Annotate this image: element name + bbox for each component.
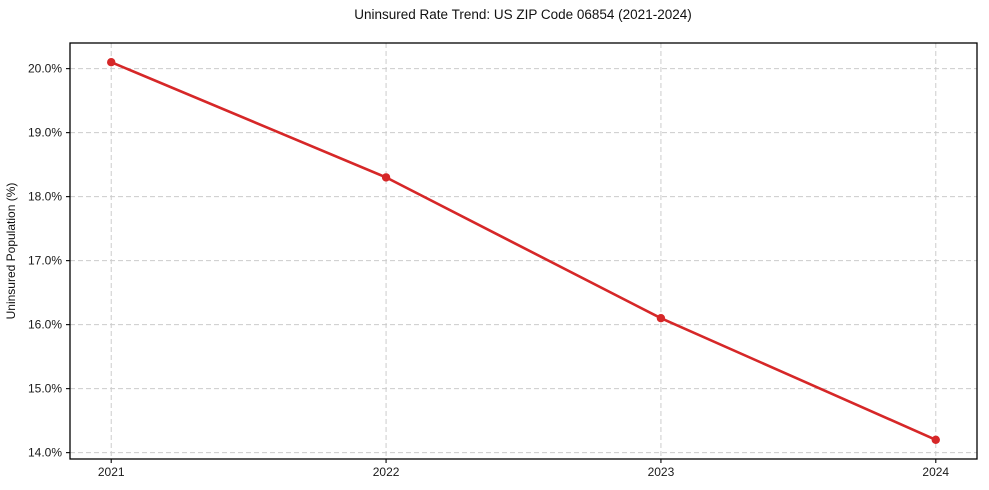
x-tick-label: 2024 xyxy=(922,465,949,479)
y-tick-label: 16.0% xyxy=(28,318,62,332)
x-tick-label: 2022 xyxy=(373,465,400,479)
x-tick-label: 2021 xyxy=(98,465,125,479)
y-tick-label: 20.0% xyxy=(28,62,62,76)
data-point-marker xyxy=(107,58,116,67)
y-tick-label: 17.0% xyxy=(28,254,62,268)
y-axis-label: Uninsured Population (%) xyxy=(4,183,18,320)
y-tick-label: 15.0% xyxy=(28,382,62,396)
series-layer xyxy=(107,58,940,444)
trend-line xyxy=(109,60,938,442)
y-tick-label: 14.0% xyxy=(28,446,62,460)
chart-title: Uninsured Rate Trend: US ZIP Code 06854 … xyxy=(354,7,691,22)
x-tick-label: 2023 xyxy=(648,465,675,479)
plot-border xyxy=(69,42,978,460)
data-point-marker xyxy=(381,173,391,182)
y-tick-label: 18.0% xyxy=(28,190,62,204)
data-point-marker xyxy=(656,314,666,323)
grid-layer xyxy=(70,43,977,459)
y-tick-label: 19.0% xyxy=(28,126,62,140)
data-point-marker xyxy=(931,435,940,444)
tick-layer: 14.0% 15.0% 16.0% 17.0% 18.0% 19.0% 20.0% 2021 2… xyxy=(28,62,949,479)
